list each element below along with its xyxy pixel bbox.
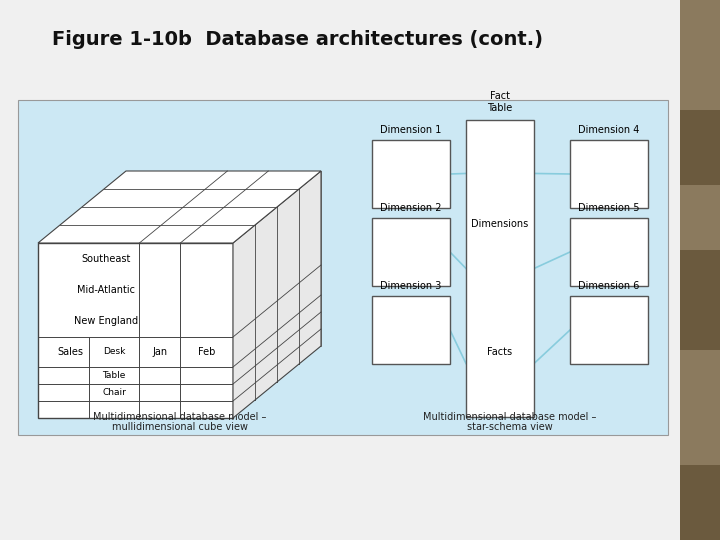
Text: Desk: Desk [103, 348, 125, 356]
Text: Feb: Feb [198, 347, 215, 357]
Text: mullidimensional cube view: mullidimensional cube view [112, 422, 248, 432]
Text: Multidimensional database model –: Multidimensional database model – [423, 412, 597, 422]
Text: Dimension 5: Dimension 5 [578, 203, 640, 213]
Text: Jan: Jan [153, 347, 168, 357]
Bar [680, 465, 720, 540]
Text: star-schema view: star-schema view [467, 422, 553, 432]
Bar [372, 140, 450, 208]
Text: Facts: Facts [487, 347, 513, 356]
Text: Dimension 2: Dimension 2 [380, 203, 442, 213]
Polygon shape [233, 171, 321, 418]
Text: Mid-Atlantic: Mid-Atlantic [77, 285, 135, 295]
Bar [38, 243, 233, 418]
Text: Dimension 1: Dimension 1 [380, 125, 441, 135]
Bar [570, 140, 648, 208]
Bar [372, 218, 450, 286]
Text: Dimensions: Dimensions [472, 219, 528, 229]
Bar [570, 296, 648, 364]
Bar [680, 250, 720, 350]
Text: Fact
Table: Fact Table [487, 91, 513, 113]
Text: Sales: Sales [58, 347, 84, 357]
Polygon shape [38, 171, 321, 243]
Bar [126, 171, 321, 346]
Bar [466, 120, 534, 417]
Bar [82, 207, 277, 382]
Text: Dimension 4: Dimension 4 [578, 125, 639, 135]
Text: Table: Table [102, 371, 126, 380]
Bar [18, 100, 668, 435]
Text: New England: New England [74, 316, 138, 326]
Bar [680, 0, 720, 540]
Text: Multidimensional database model –: Multidimensional database model – [93, 412, 266, 422]
Text: Chair: Chair [102, 388, 126, 397]
Text: Dimension 3: Dimension 3 [380, 281, 441, 291]
Text: Southeast: Southeast [81, 254, 131, 264]
Bar [104, 189, 299, 364]
Bar [372, 296, 450, 364]
Bar [680, 110, 720, 185]
Text: Dimension 6: Dimension 6 [578, 281, 639, 291]
Bar [60, 225, 255, 400]
Bar [570, 218, 648, 286]
Text: Figure 1-10b  Database architectures (cont.): Figure 1-10b Database architectures (con… [52, 30, 543, 49]
